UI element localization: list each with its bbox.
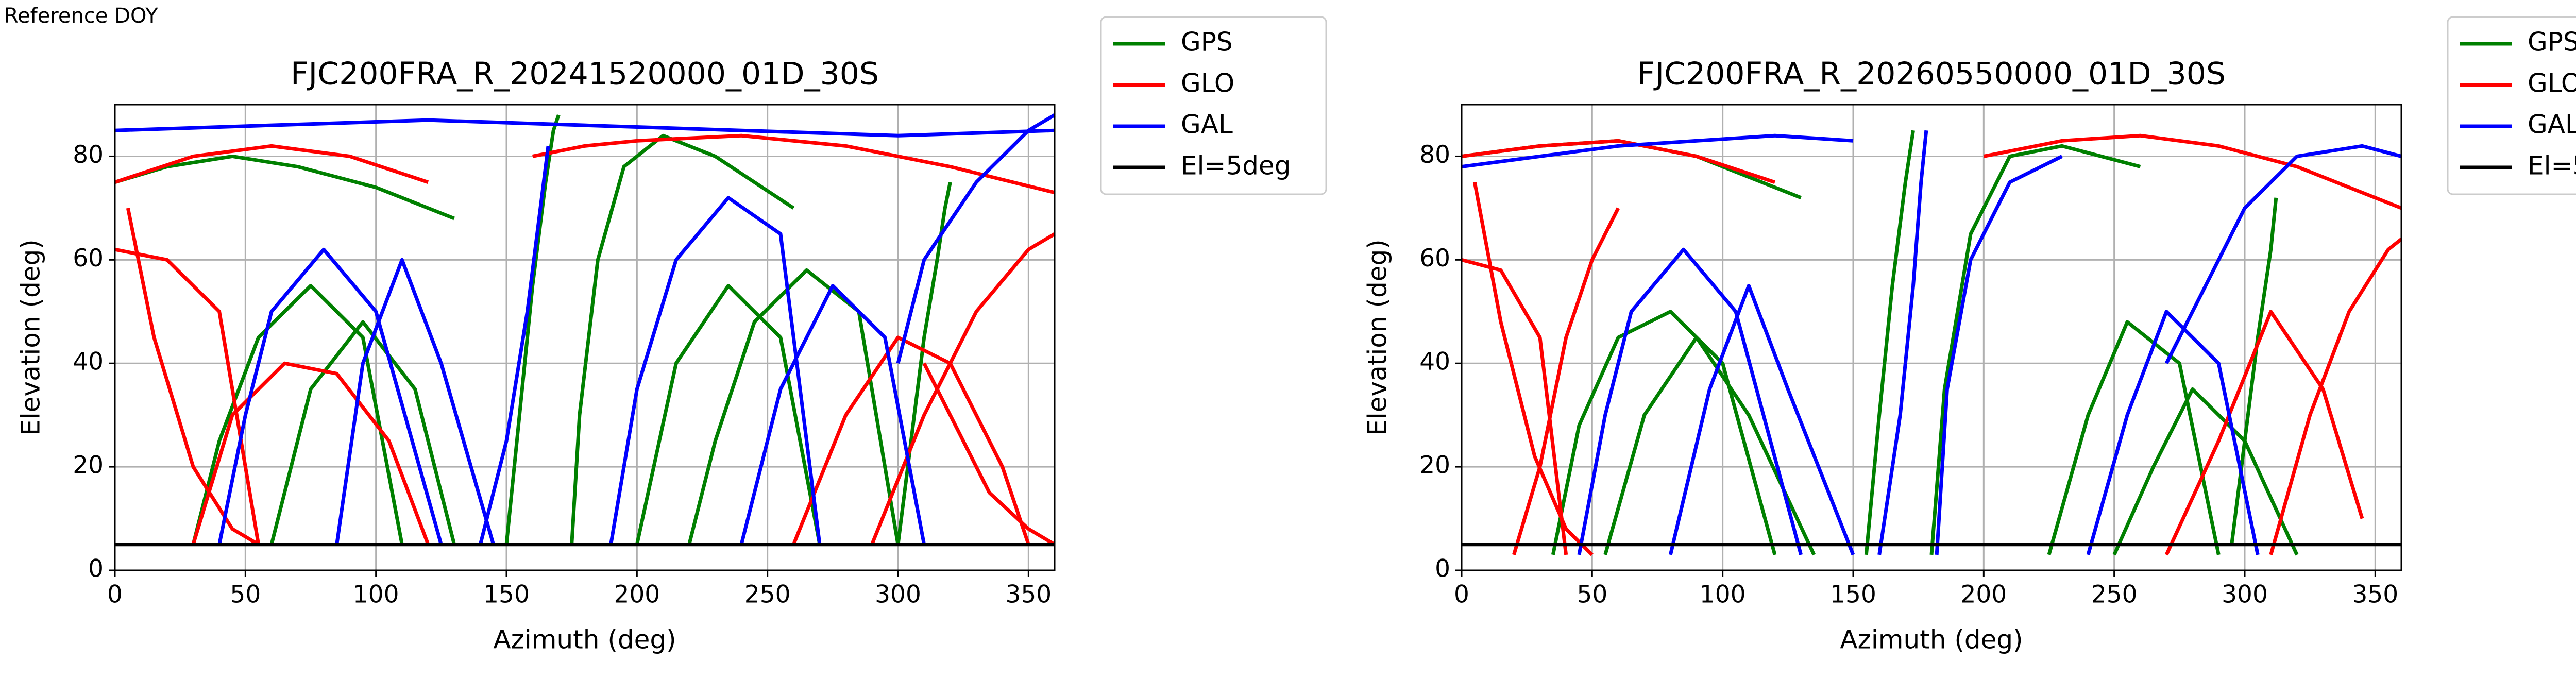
x-tick-label: 200	[614, 581, 660, 609]
track-line	[1461, 133, 1854, 169]
header-note: Reference DOY	[4, 4, 158, 28]
y-tick-label: 60	[1419, 244, 1450, 273]
track-line	[1668, 284, 1855, 556]
x-tick-label: 100	[1700, 581, 1746, 609]
y-axis-label: Elevation (deg)	[1363, 239, 1393, 435]
x-tick-label: 0	[1454, 581, 1469, 609]
legend-box	[1100, 16, 1327, 195]
track-line	[114, 118, 1055, 138]
y-tick-label: 80	[73, 141, 104, 169]
track-line	[504, 114, 561, 545]
x-axis-label: Azimuth (deg)	[493, 625, 676, 655]
legend-label: GPS	[2528, 27, 2576, 57]
track-line	[1983, 133, 2402, 210]
track-line	[896, 113, 1056, 364]
x-tick-label: 100	[353, 581, 399, 609]
y-tick-label: 80	[1419, 141, 1450, 169]
track-line	[570, 133, 795, 545]
track-line	[1603, 335, 1816, 556]
legend-box	[2447, 16, 2576, 195]
track-line	[2086, 310, 2260, 555]
track-line	[126, 208, 260, 546]
track-line	[1877, 130, 1928, 555]
legend-label: El=5deg	[1181, 151, 1291, 181]
track-line	[191, 284, 404, 545]
legend-label: GLO	[1181, 69, 1234, 98]
x-tick-label: 150	[483, 581, 530, 609]
y-tick-label: 40	[73, 348, 104, 376]
x-tick-label: 350	[1005, 581, 1052, 609]
track-line	[217, 247, 443, 545]
x-tick-label: 50	[230, 581, 261, 609]
y-axis-label: Elevation (deg)	[16, 239, 46, 435]
legend-label: GPS	[1181, 27, 1233, 57]
x-tick-label: 300	[875, 581, 921, 609]
track-line	[335, 258, 496, 545]
track-line	[2164, 310, 2364, 556]
chart-title: FJC200FRA_R_20241520000_01D_30S	[291, 56, 879, 92]
legend-label: GLO	[2528, 69, 2576, 98]
track-line	[478, 145, 550, 545]
track-line	[1461, 139, 1776, 184]
track-line	[114, 247, 261, 545]
x-tick-label: 150	[1830, 581, 1876, 609]
y-tick-label: 60	[73, 244, 104, 273]
x-tick-label: 200	[1960, 581, 2007, 609]
x-tick-label: 50	[1577, 581, 1607, 609]
track-line	[1551, 310, 1777, 555]
legend-label: GAL	[2528, 110, 2576, 140]
track-line	[191, 361, 430, 546]
y-tick-label: 0	[1435, 555, 1450, 583]
track-line	[1935, 155, 2063, 555]
legend-label: El=5deg	[2528, 151, 2576, 181]
x-tick-label: 250	[744, 581, 791, 609]
track-line	[922, 362, 1056, 546]
track-line	[1864, 130, 1915, 555]
track-line	[635, 284, 822, 545]
track-line	[1577, 247, 1803, 555]
track-line	[2269, 238, 2403, 555]
y-tick-label: 40	[1419, 348, 1450, 376]
x-tick-label: 350	[2352, 581, 2398, 609]
chart-title: FJC200FRA_R_20260550000_01D_30S	[1637, 56, 2226, 92]
track-line	[532, 133, 1055, 195]
x-tick-label: 0	[107, 581, 123, 609]
y-tick-label: 20	[73, 451, 104, 480]
track-line	[1461, 258, 1568, 555]
track-line	[2112, 387, 2299, 556]
track-line	[1512, 207, 1620, 555]
track-line	[687, 268, 900, 545]
x-tick-label: 250	[2091, 581, 2138, 609]
x-tick-label: 300	[2222, 581, 2268, 609]
x-axis-label: Azimuth (deg)	[1840, 625, 2023, 655]
plot-frame	[114, 104, 1056, 571]
track-line	[2164, 144, 2402, 364]
track-line	[1472, 182, 1594, 556]
track-line	[1929, 144, 2141, 555]
y-tick-label: 0	[88, 555, 104, 583]
track-line	[792, 335, 1030, 546]
track-line	[2047, 320, 2221, 555]
track-line	[114, 144, 429, 184]
y-tick-label: 20	[1419, 451, 1450, 480]
track-line	[269, 320, 456, 545]
legend-label: GAL	[1181, 110, 1233, 140]
track-line	[739, 284, 926, 545]
plot-frame	[1461, 104, 2402, 571]
track-line	[609, 196, 822, 545]
